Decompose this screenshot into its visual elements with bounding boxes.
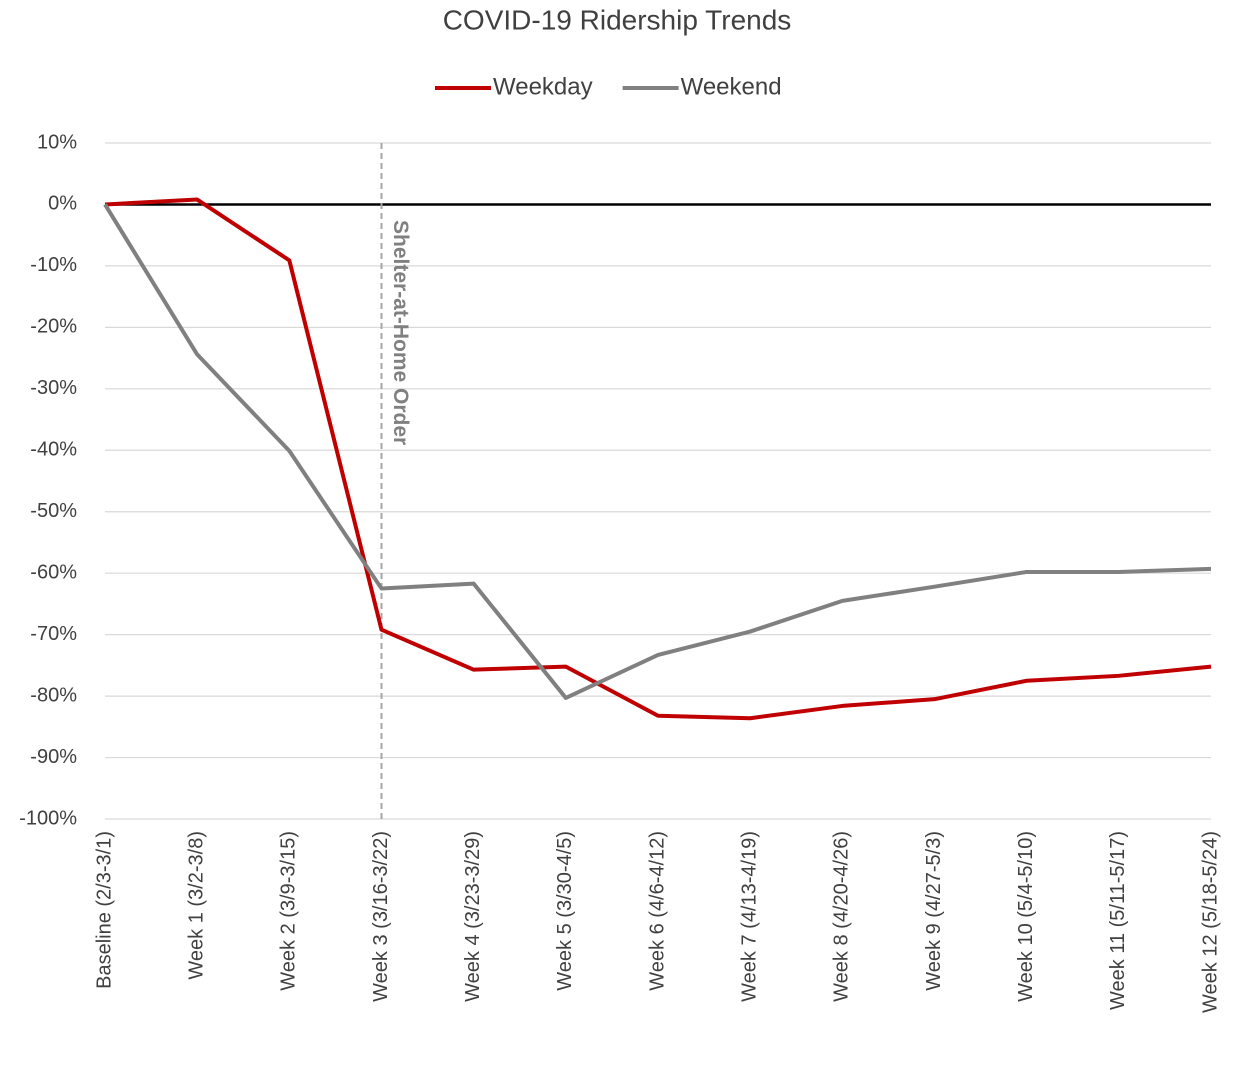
y-tick-label: -90% <box>30 746 77 768</box>
y-tick-label: -30% <box>30 377 77 399</box>
y-tick-label: -10% <box>30 254 77 276</box>
x-tick-label: Baseline (2/3-3/1) <box>93 831 115 989</box>
legend-label: Weekend <box>681 73 782 100</box>
x-tick-label: Week 6 (4/6-4/12) <box>646 831 668 991</box>
y-tick-label: -20% <box>30 316 77 338</box>
y-tick-label: -40% <box>30 439 77 461</box>
legend-label: Weekday <box>493 73 593 100</box>
y-tick-label: -70% <box>30 623 77 645</box>
series-line <box>103 203 1212 700</box>
x-tick-label: Week 7 (4/13-4/19) <box>738 831 760 1002</box>
y-tick-label: -80% <box>30 684 77 706</box>
y-tick-label: 0% <box>48 193 77 215</box>
annotation-text: Shelter-at-Home Order <box>389 220 412 445</box>
y-tick-label: -100% <box>19 807 77 829</box>
x-tick-label: Week 4 (3/23-3/29) <box>462 831 484 1002</box>
x-tick-label: Week 8 (4/20-4/26) <box>831 831 853 1002</box>
x-tick-label: Week 12 (5/18-5/24) <box>1199 831 1221 1013</box>
chart-title: COVID-19 Ridership Trends <box>443 4 792 35</box>
x-tick-label: Week 9 (4/27-5/3) <box>923 831 945 991</box>
x-tick-label: Week 11 (5/11-5/17) <box>1107 831 1129 1010</box>
x-tick-label: Week 1 (3/2-3/8) <box>185 831 207 980</box>
x-tick-label: Week 3 (3/16-3/22) <box>370 831 392 1002</box>
y-tick-label: -50% <box>30 500 77 522</box>
y-tick-label: -60% <box>30 561 77 583</box>
x-tick-label: Week 2 (3/9-3/15) <box>278 831 300 991</box>
x-tick-label: Week 5 (3/30-4/5) <box>554 831 576 991</box>
x-tick-label: Week 10 (5/4-5/10) <box>1015 831 1037 1002</box>
y-tick-label: 10% <box>37 131 77 153</box>
series-line <box>104 197 1212 721</box>
